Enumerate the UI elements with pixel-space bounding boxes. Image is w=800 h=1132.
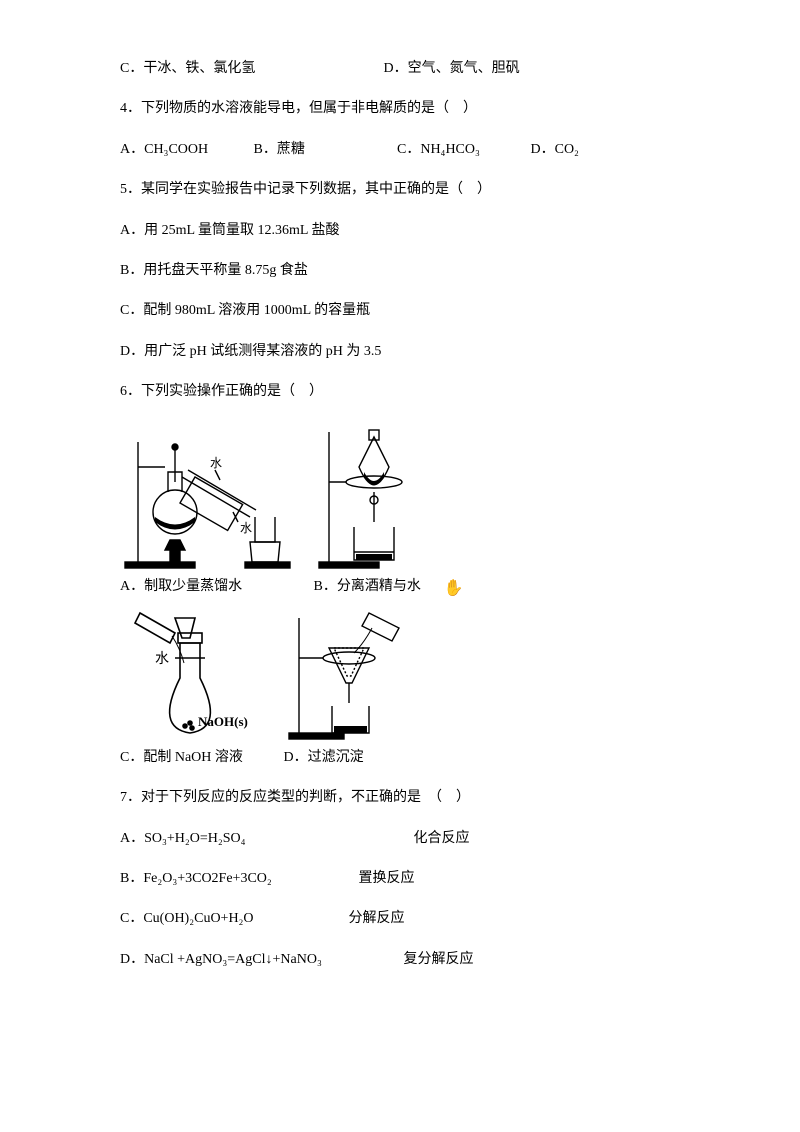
q7-stem: 7．对于下列反应的反应类型的判断，不正确的是 （ ） [120,787,690,809]
q6-figure-d: D．过滤沉淀 [284,608,434,769]
label-water-out: 水 [240,521,252,535]
q5-option-c: C．配制 980mL 溶液用 1000mL 的容量瓶 [120,300,690,322]
q7-option-c: C．Cu(OH)₂CuO+H₂O 分解反应 [120,908,690,930]
separating-funnel-diagram [314,422,474,572]
q4-options: A．CH₃COOH B．蔗糖 C．NH₄HCO₃ D．CO₂ [120,139,690,161]
label-water: 水 [155,651,169,667]
q4-option-b: B．蔗糖 [254,139,394,161]
q6-caption-d: D．过滤沉淀 [284,747,434,769]
q6-figrow-2: NaOH(s) 水 C．配制 NaOH 溶液 [120,608,690,769]
q6-stem: 6．下列实验操作正确的是（ ） [120,381,690,403]
exam-page: C．干冰、铁、氯化氢 D．空气、氮气、胆矾 4．下列物质的水溶液能导电，但属于非… [0,0,800,1029]
filtration-diagram [284,608,424,743]
q5-option-a: A．用 25mL 量筒量取 12.36mL 盐酸 [120,220,690,242]
q6-figure-c: NaOH(s) 水 C．配制 NaOH 溶液 [120,608,280,769]
q7-b-eq: B．Fe₂O₃+3CO2Fe+3CO₂ [120,868,355,890]
q7-d-eq: D．NaCl +AgNO₃=AgCl↓+NaNO₃ [120,949,400,971]
q6-figure-b: B．分离酒精与水 ✋ [314,422,484,598]
q7-a-type: 化合反应 [414,831,470,846]
q4-stem: 4．下列物质的水溶液能导电，但属于非电解质的是（ ） [120,98,690,120]
q7-d-type: 复分解反应 [404,952,474,967]
naoh-prep-diagram: NaOH(s) 水 [120,608,270,743]
q4-option-c: C．NH₄HCO₃ [397,139,527,161]
label-naoh: NaOH(s) [198,714,248,729]
q5-option-d: D．用广泛 pH 试纸测得某溶液的 pH 为 3.5 [120,341,690,363]
label-water-in: 水 [210,456,222,470]
q5-option-b: B．用托盘天平称量 8.75g 食盐 [120,260,690,282]
q6-figure-a: 水 水 A．制取少量蒸馏水 [120,422,310,598]
q4-option-a: A．CH₃COOH [120,139,250,161]
q6-caption-a: A．制取少量蒸馏水 [120,576,310,598]
q6-caption-c: C．配制 NaOH 溶液 [120,747,280,769]
q7-c-type: 分解反应 [349,911,405,926]
q7-c-eq: C．Cu(OH)₂CuO+H₂O [120,908,345,930]
cursor-icon: ✋ [444,576,464,602]
prev-option-c: C．干冰、铁、氯化氢 [120,58,380,80]
q7-option-a: A．SO₃+H₂O=H₂SO₄ 化合反应 [120,828,690,850]
q4-option-d: D．CO₂ [531,139,579,161]
distillation-diagram: 水 水 [120,422,305,572]
q7-option-b: B．Fe₂O₃+3CO2Fe+3CO₂ 置换反应 [120,868,690,890]
q7-b-type: 置换反应 [359,871,415,886]
q5-stem: 5．某同学在实验报告中记录下列数据，其中正确的是（ ） [120,179,690,201]
q6-figrow-1: 水 水 A．制取少量蒸馏水 [120,422,690,598]
prev-options-row: C．干冰、铁、氯化氢 D．空气、氮气、胆矾 [120,58,690,80]
q7-option-d: D．NaCl +AgNO₃=AgCl↓+NaNO₃ 复分解反应 [120,949,690,971]
q7-a-eq: A．SO₃+H₂O=H₂SO₄ [120,828,410,850]
prev-option-d: D．空气、氮气、胆矾 [384,58,520,80]
